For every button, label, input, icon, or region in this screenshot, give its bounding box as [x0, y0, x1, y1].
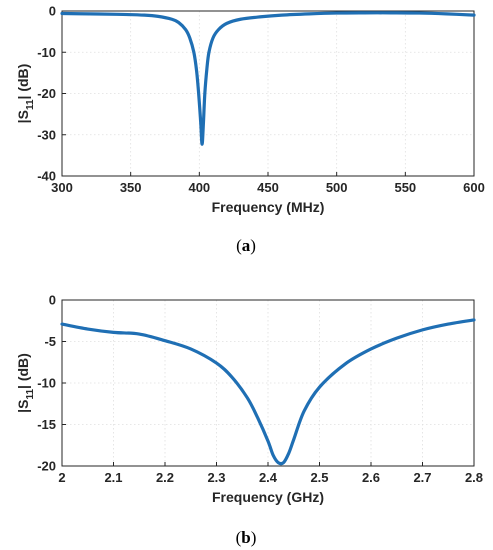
y-axis-label: |S11| (dB)	[15, 64, 36, 124]
x-tick-label: 2.7	[413, 470, 431, 485]
x-tick-label: 550	[394, 180, 416, 195]
x-tick-label: 2.8	[465, 470, 483, 485]
x-tick-label: 500	[326, 180, 348, 195]
x-tick-label: 2.4	[259, 470, 278, 485]
x-tick-label: 2.3	[207, 470, 225, 485]
y-tick-label: -20	[37, 86, 56, 101]
x-tick-label: 300	[51, 180, 73, 195]
x-tick-label: 600	[463, 180, 485, 195]
y-tick-label: -40	[37, 169, 56, 184]
y-tick-label: -10	[37, 45, 56, 60]
chart-b: 2 2.1 2.2 2.3 2.4 2.5 2.6 2.7 2.8 0 -5 -10 -15 -20 Fre…	[15, 293, 483, 506]
y-tick-label: -30	[37, 127, 56, 142]
y-tick-label: 0	[49, 4, 56, 19]
y-tick-label: -5	[44, 334, 56, 349]
x-tick-label: 350	[120, 180, 142, 195]
x-tick-label: 2.1	[104, 470, 122, 485]
caption-b: (b)	[236, 528, 257, 547]
y-tick-label: -10	[37, 376, 56, 391]
x-tick-label: 2.2	[156, 470, 174, 485]
y-tick-label: 0	[49, 293, 56, 308]
x-tick-label: 2.6	[362, 470, 380, 485]
x-tick-label: 2	[58, 470, 65, 485]
caption-a: (a)	[236, 236, 256, 255]
x-tick-label: 2.5	[310, 470, 328, 485]
s11-series-line	[60, 11, 476, 146]
x-axis-label: Frequency (GHz)	[212, 489, 324, 505]
x-tick-label: 400	[188, 180, 210, 195]
y-axis-label: |S11| (dB)	[15, 353, 36, 413]
y-tick-label: -20	[37, 459, 56, 474]
x-axis-label: Frequency (MHz)	[212, 199, 325, 215]
x-tick-label: 450	[257, 180, 279, 195]
s11-series-line	[60, 318, 476, 466]
y-tick-label: -15	[37, 417, 56, 432]
chart-a: 300 350 400 450 500 550 600 0 -10 -20 -30 -40 Freque…	[15, 4, 485, 216]
